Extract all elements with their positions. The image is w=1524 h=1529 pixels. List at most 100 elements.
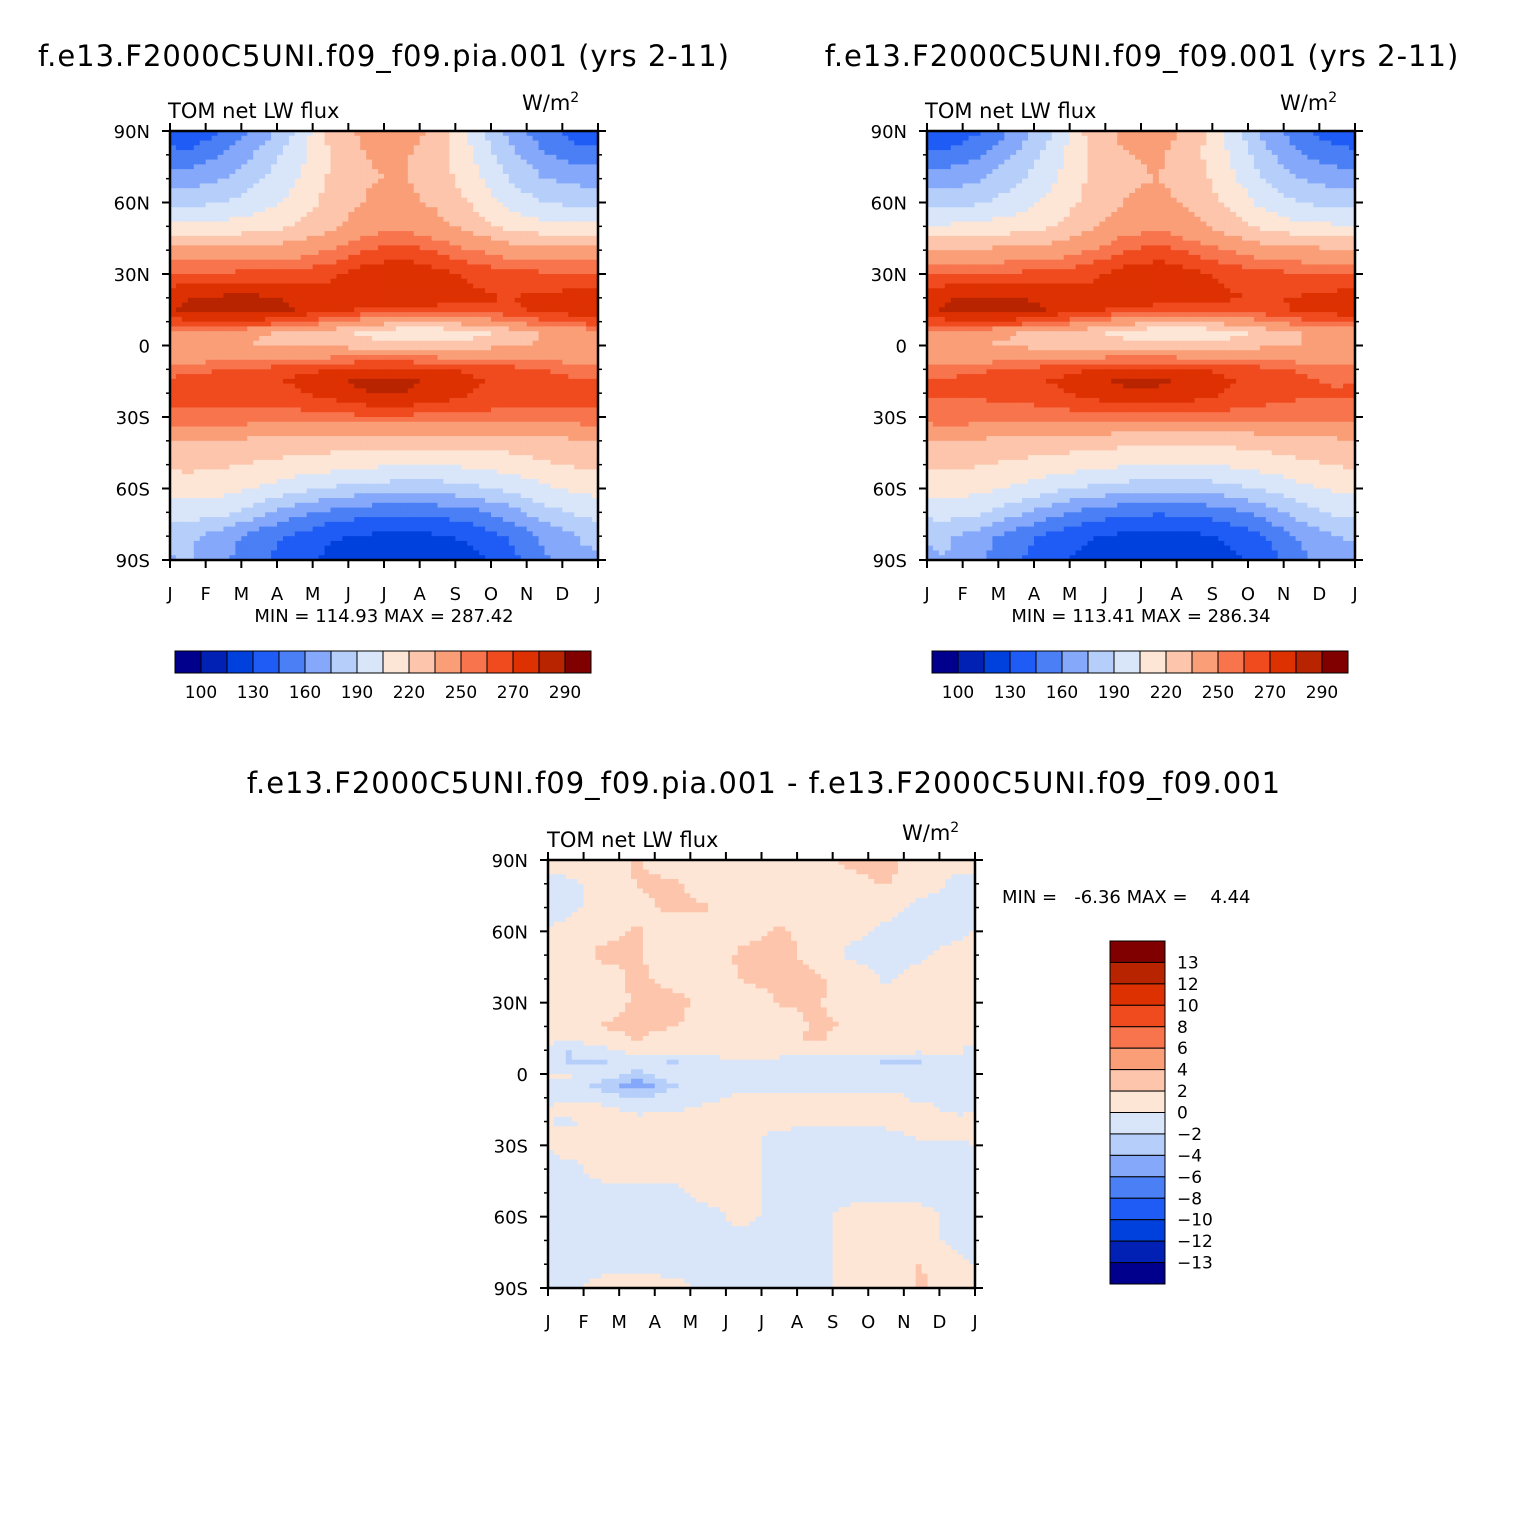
field-cell xyxy=(193,154,201,161)
field-cell xyxy=(271,359,278,366)
field-cell xyxy=(211,459,219,466)
field-cell xyxy=(354,388,361,394)
field-cell xyxy=(532,245,540,251)
field-cell xyxy=(455,278,462,285)
field-cell xyxy=(550,145,557,151)
field-cell xyxy=(354,188,361,194)
field-cell xyxy=(324,431,332,437)
field-cell xyxy=(342,369,349,375)
field-cell xyxy=(550,350,557,356)
field-cell xyxy=(187,450,195,456)
field-cell xyxy=(401,378,409,385)
field-cell xyxy=(485,355,492,361)
field-cell xyxy=(288,340,296,347)
field-cell xyxy=(467,150,474,156)
field-cell xyxy=(401,316,409,323)
field-cell xyxy=(586,335,593,342)
field-cell xyxy=(431,131,439,137)
field-cell xyxy=(193,293,201,299)
field-cell xyxy=(538,383,546,389)
field-cell xyxy=(384,150,391,156)
field-cell xyxy=(282,297,290,304)
field-cell xyxy=(592,436,599,442)
field-cell xyxy=(431,178,439,185)
field-cell xyxy=(562,221,569,227)
field-cell xyxy=(366,412,373,418)
field-cell xyxy=(330,164,338,170)
field-cell xyxy=(550,212,557,218)
field-cell xyxy=(187,402,195,409)
field-cell xyxy=(467,345,474,351)
field-cell xyxy=(479,288,486,294)
field-cell xyxy=(312,345,320,351)
field-cell xyxy=(592,364,599,370)
field-cell xyxy=(479,302,486,308)
field-cell xyxy=(586,374,593,380)
field-cell xyxy=(449,417,456,423)
field-cell xyxy=(538,264,546,270)
field-cell xyxy=(217,440,225,447)
field-cell xyxy=(502,331,510,337)
field-cell xyxy=(265,455,272,461)
field-cell xyxy=(401,259,409,266)
field-cell xyxy=(205,135,213,142)
field-cell xyxy=(235,197,242,204)
field-cell xyxy=(324,192,332,199)
field-cell xyxy=(217,245,225,251)
field-cell xyxy=(419,293,427,299)
field-cell xyxy=(586,216,593,223)
field-cell xyxy=(312,145,320,151)
field-cell xyxy=(568,335,575,342)
field-cell xyxy=(461,202,468,208)
field-cell xyxy=(473,402,480,409)
field-cell xyxy=(401,335,409,342)
field-cell xyxy=(550,426,557,432)
field-cell xyxy=(580,326,587,332)
field-cell xyxy=(544,383,552,389)
field-cell xyxy=(384,288,391,294)
field-cell xyxy=(502,316,510,323)
field-cell xyxy=(306,388,314,394)
field-cell xyxy=(473,397,480,404)
field-cell xyxy=(235,140,242,146)
field-cell xyxy=(354,135,361,142)
field-cell xyxy=(282,221,290,227)
field-cell xyxy=(580,245,587,251)
field-cell xyxy=(437,140,445,146)
field-cell xyxy=(574,269,581,275)
field-cell xyxy=(538,231,546,237)
field-cell xyxy=(502,212,510,218)
field-cell xyxy=(282,331,290,337)
field-cell xyxy=(378,278,385,285)
field-cell xyxy=(401,173,409,180)
field-cell xyxy=(443,173,450,180)
field-cell xyxy=(401,169,409,175)
field-cell xyxy=(496,173,504,180)
field-cell xyxy=(473,216,480,223)
field-cell xyxy=(241,178,248,185)
field-cell xyxy=(241,192,248,199)
field-cell xyxy=(223,254,231,261)
field-cell xyxy=(223,312,231,318)
field-cell xyxy=(419,359,427,366)
field-cell xyxy=(360,164,367,170)
field-cell xyxy=(544,397,552,404)
field-cell xyxy=(496,159,504,165)
field-cell xyxy=(431,173,439,180)
field-cell xyxy=(312,378,320,385)
field-cell xyxy=(449,202,456,208)
field-cell xyxy=(508,331,516,337)
field-cell xyxy=(247,202,254,208)
field-cell xyxy=(455,350,462,356)
field-cell xyxy=(324,154,332,161)
field-cell xyxy=(526,202,534,208)
field-cell xyxy=(271,150,278,156)
field-cell xyxy=(300,450,308,456)
field-cell xyxy=(360,316,367,323)
field-cell xyxy=(401,445,409,451)
field-cell xyxy=(395,264,403,270)
field-cell xyxy=(199,426,207,432)
field-cell xyxy=(306,264,314,270)
field-cell xyxy=(354,369,361,375)
field-cell xyxy=(324,364,332,370)
